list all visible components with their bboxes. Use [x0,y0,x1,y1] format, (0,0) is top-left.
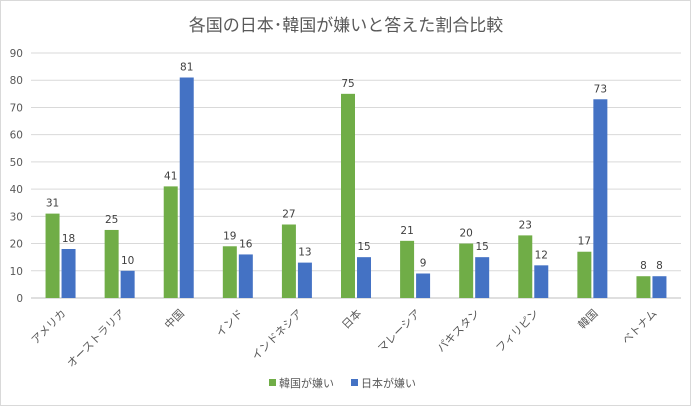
y-tick-label: 30 [10,211,23,223]
bar-korea-disliked [45,213,60,298]
bars [45,77,667,299]
x-category-label: オーストラリア [65,307,128,370]
y-tick-label: 50 [10,157,23,169]
data-label: 31 [46,198,59,210]
data-labels: 3118251041811916271375152192015231217738… [46,62,663,273]
x-category-label: マレーシア [375,307,423,355]
data-label: 8 [656,260,663,272]
bar-japan-disliked [534,265,549,298]
bar-japan-disliked [475,257,490,298]
data-label: 12 [535,249,548,261]
bar-japan-disliked [297,262,312,298]
data-label: 75 [341,78,354,90]
data-label: 15 [475,241,488,253]
chart-title: 各国の日本･韓国が嫌いと答えた割合比較 [189,16,504,36]
x-category-label: フィリピン [493,307,541,355]
x-category-label: インド [213,307,246,340]
y-axis-ticks: 0 10 20 30 40 50 60 70 80 90 [10,48,23,305]
y-tick-label: 10 [10,266,23,278]
y-tick-label: 80 [10,75,23,87]
data-label: 21 [400,225,413,237]
gridlines [31,52,681,299]
data-label: 41 [164,170,177,182]
bar-japan-disliked [238,254,253,298]
bar-korea-disliked [459,243,474,298]
bar-japan-disliked [416,273,431,298]
bar-japan-disliked [120,270,135,298]
data-label: 81 [180,62,193,74]
y-tick-label: 60 [10,130,23,142]
y-tick-label: 40 [10,184,23,196]
data-label: 9 [420,258,427,270]
bar-japan-disliked [357,257,371,298]
data-label: 25 [105,214,118,226]
x-category-label: 中国 [162,307,187,332]
bar-korea-disliked [400,240,415,298]
x-category-label: 日本 [339,306,364,331]
y-tick-label: 70 [10,102,23,114]
data-label: 20 [459,228,472,240]
x-category-label: アメリカ [29,307,69,347]
data-label: 27 [282,209,295,221]
x-category-label: ベトナム [620,307,660,347]
bar-japan-disliked [179,77,194,298]
data-label: 15 [357,241,370,253]
bar-korea-disliked [163,186,178,298]
legend: 韓国が嫌い 日本が嫌い [269,376,416,390]
y-tick-label: 20 [10,239,23,251]
data-label: 16 [239,238,253,250]
x-category-label: 韓国 [576,307,601,332]
bar-japan-disliked [652,276,667,298]
bar-korea-disliked [341,93,355,298]
data-label: 23 [519,219,532,231]
bar-korea-disliked [577,251,592,298]
bar-korea-disliked [518,235,533,298]
y-tick-label: 0 [16,293,23,305]
legend-swatch [351,379,358,386]
y-tick-label: 90 [10,48,23,60]
bar-korea-disliked [104,229,119,298]
data-label: 13 [298,247,311,259]
legend-swatch [269,379,276,386]
x-category-label: インドネシア [249,307,305,363]
data-label: 17 [578,236,591,248]
data-label: 8 [640,260,647,272]
x-category-label: パキスタン [434,307,482,355]
bar-korea-disliked [281,224,296,298]
bar-korea-disliked [222,246,237,298]
data-label: 73 [594,83,607,95]
legend-label: 日本が嫌い [361,376,416,390]
data-label: 18 [62,233,75,245]
legend-label: 韓国が嫌い [279,376,334,390]
bar-japan-disliked [61,249,76,298]
data-label: 19 [223,230,236,242]
data-label: 10 [121,255,134,267]
bar-japan-disliked [593,99,608,299]
bar-korea-disliked [636,276,651,298]
